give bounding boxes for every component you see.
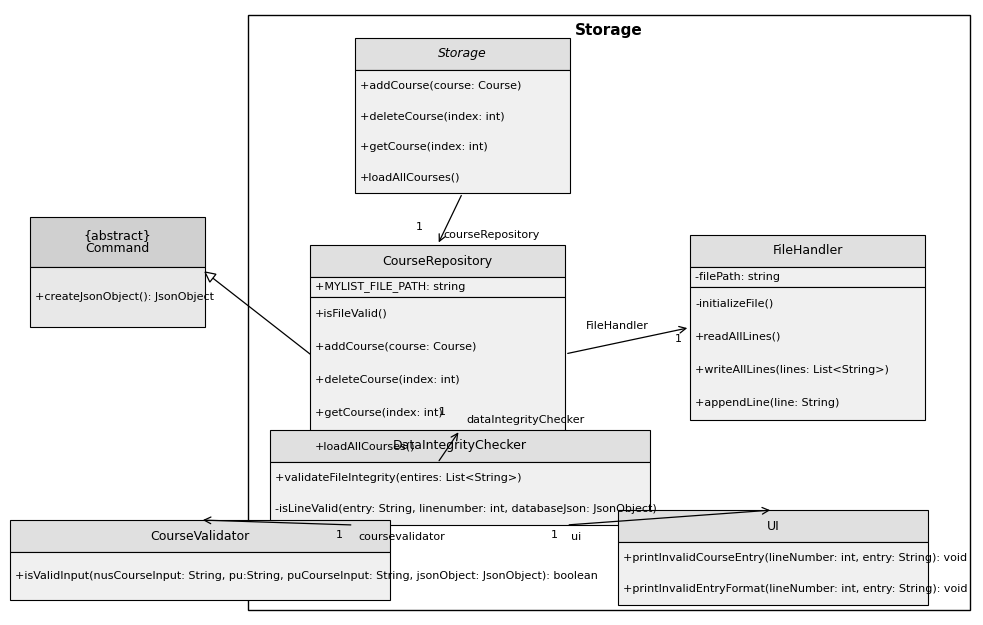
Text: +addCourse(course: Course): +addCourse(course: Course) [360,81,521,91]
Text: +appendLine(line: String): +appendLine(line: String) [695,398,839,408]
Text: +loadAllCourses(): +loadAllCourses() [315,441,416,451]
Text: +MYLIST_FILE_PATH: string: +MYLIST_FILE_PATH: string [315,281,465,292]
Text: +deleteCourse(index: int): +deleteCourse(index: int) [360,111,504,121]
Bar [690,235,925,267]
Text: FileHandler: FileHandler [773,244,842,258]
Bar [618,542,928,605]
Bar [10,552,390,600]
Bar [248,15,970,610]
Text: +getCourse(index: int): +getCourse(index: int) [360,142,488,152]
Text: FileHandler: FileHandler [586,321,649,331]
Text: 1: 1 [416,222,423,232]
Bar [618,510,928,542]
Bar [30,267,205,327]
Text: Storage: Storage [575,22,643,38]
Text: ui: ui [571,532,582,542]
Bar [270,430,650,462]
Text: +createJsonObject(): JsonObject: +createJsonObject(): JsonObject [35,292,214,302]
Text: 1: 1 [550,530,558,540]
Text: +isFileValid(): +isFileValid() [315,309,387,319]
Text: +loadAllCourses(): +loadAllCourses() [360,173,460,182]
Text: +writeAllLines(lines: List<String>): +writeAllLines(lines: List<String>) [695,365,889,375]
Text: +deleteCourse(index: int): +deleteCourse(index: int) [315,375,460,385]
Bar [30,217,205,267]
Text: +getCourse(index: int): +getCourse(index: int) [315,408,442,418]
Bar [690,287,925,420]
Text: -isLineValid(entry: String, linenumber: int, databaseJson: JsonObject): -isLineValid(entry: String, linenumber: … [275,504,657,514]
Text: courseRepository: courseRepository [443,230,540,240]
Text: dataIntegrityChecker: dataIntegrityChecker [466,415,584,425]
Bar [355,70,570,193]
Text: +readAllLines(): +readAllLines() [695,332,781,342]
Text: Command: Command [86,241,149,254]
Bar [310,277,565,297]
Text: 1: 1 [438,407,445,417]
Text: +printInvalidCourseEntry(lineNumber: int, entry: String): void: +printInvalidCourseEntry(lineNumber: int… [623,552,967,562]
Text: +addCourse(course: Course): +addCourse(course: Course) [315,342,477,352]
Text: +isValidInput(nusCourseInput: String, pu:String, puCourseInput: String, jsonObje: +isValidInput(nusCourseInput: String, pu… [15,571,598,581]
Text: {abstract}: {abstract} [84,229,151,242]
Text: -initializeFile(): -initializeFile() [695,299,774,309]
Text: coursevalidator: coursevalidator [359,532,445,542]
Text: UI: UI [767,519,780,532]
Text: CourseValidator: CourseValidator [150,529,250,542]
Text: 1: 1 [336,530,343,540]
Bar [690,267,925,287]
Bar [270,462,650,525]
Text: -filePath: string: -filePath: string [695,272,780,282]
Bar [10,520,390,552]
Bar [310,245,565,277]
Text: CourseRepository: CourseRepository [382,254,492,268]
Text: +validateFileIntegrity(entires: List<String>): +validateFileIntegrity(entires: List<Str… [275,472,522,482]
Text: Storage: Storage [438,48,487,61]
Bar [355,38,570,70]
Polygon shape [205,272,216,282]
Text: +printInvalidEntryFormat(lineNumber: int, entry: String): void: +printInvalidEntryFormat(lineNumber: int… [623,584,967,594]
Text: 1: 1 [674,334,681,344]
Bar [310,297,565,463]
Text: DataIntegrityChecker: DataIntegrityChecker [393,439,527,452]
